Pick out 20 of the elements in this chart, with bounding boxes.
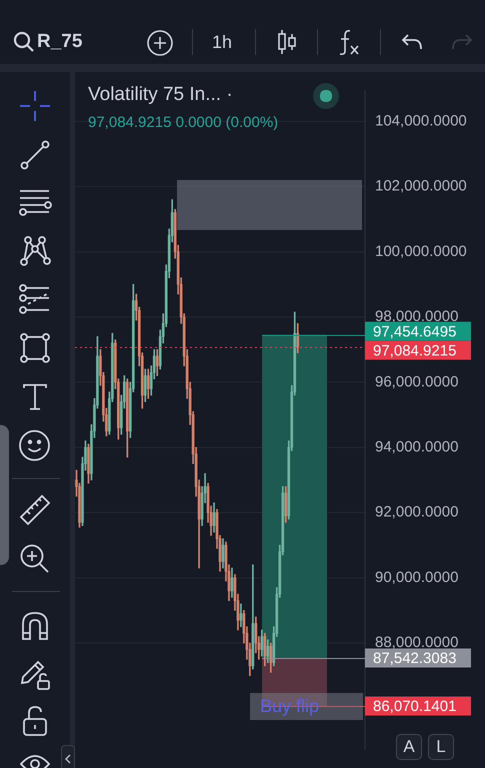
annotation: Buy flip	[250, 693, 363, 720]
y-tick-label: 90,000.0000	[375, 568, 458, 586]
chart-title: Volatility 75 In... ·	[88, 84, 233, 106]
y-tick-label: 100,000.0000	[375, 242, 467, 260]
text: 97,084.9215 0.0000 (0.00%)	[88, 114, 278, 131]
y-tick-label: 102,000.0000	[375, 178, 467, 195]
ref-line-label: 97,084.9215	[373, 342, 456, 360]
text: A	[396, 734, 422, 760]
y-tick-label: 94,000.0000	[375, 438, 458, 456]
y-tick-label: 98,000.0000	[375, 308, 458, 326]
y-tick-label: 104,000.0000	[375, 112, 467, 130]
y-tick-label: 88,000.0000	[375, 634, 458, 652]
text: 1h	[212, 32, 232, 53]
ref-line-label: 87,542.3083	[373, 650, 456, 668]
text: R_75	[37, 31, 82, 53]
ref-line-label: 86,070.1401	[373, 698, 456, 716]
text: L	[428, 734, 454, 760]
y-tick-label: 92,000.0000	[375, 504, 458, 521]
y-tick-label: 96,000.0000	[375, 373, 458, 390]
ref-line-label: 97,454.6495	[373, 323, 456, 340]
